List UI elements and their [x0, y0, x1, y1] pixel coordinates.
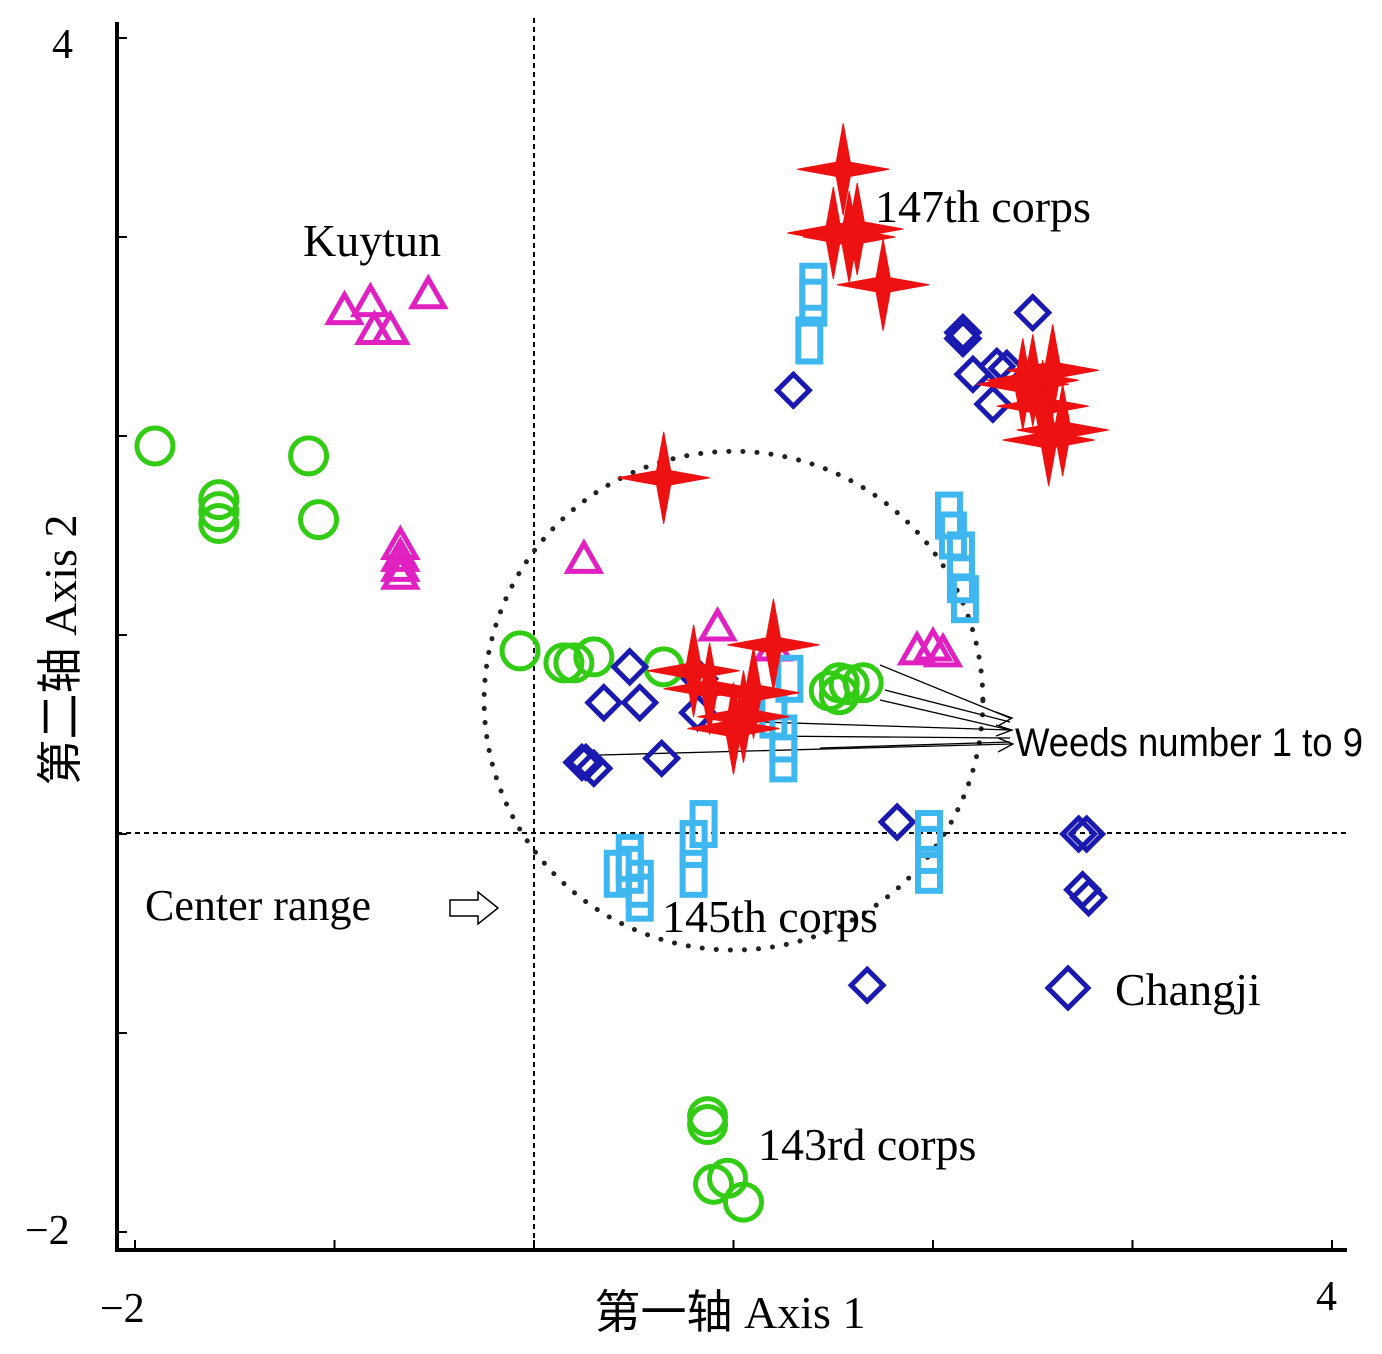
point-143rd-corps	[842, 662, 884, 704]
point-147th-corps	[697, 670, 790, 763]
point-kuytun	[563, 538, 605, 574]
y-tick-label-bottom: −2	[25, 1208, 70, 1254]
point-kuytun	[370, 309, 411, 346]
point-143rd-corps	[543, 642, 585, 684]
point-kuytun	[380, 554, 421, 590]
point-changji	[1013, 293, 1053, 333]
point-145th-corps	[915, 845, 944, 894]
point-145th-corps	[689, 800, 718, 849]
point-145th-corps	[799, 262, 828, 311]
point-143rd-corps	[298, 499, 340, 541]
point-147th-corps	[727, 598, 820, 691]
x-tick-label-left: −2	[100, 1286, 145, 1332]
point-changji	[566, 742, 606, 782]
point-143rd-corps	[198, 479, 240, 521]
point-kuytun	[380, 546, 421, 582]
point-changji	[1067, 814, 1107, 854]
point-143rd-corps	[134, 425, 176, 467]
point-changji	[610, 647, 650, 687]
point-145th-corps	[950, 575, 979, 624]
tick-marks	[117, 37, 1333, 1250]
label-changji: Changji	[1115, 964, 1261, 1015]
point-147th-corps	[837, 238, 930, 331]
point-changji	[973, 384, 1013, 424]
point-changji	[773, 370, 813, 410]
point-143rd-corps	[288, 435, 330, 477]
point-147th-corps	[797, 123, 890, 216]
point-changji	[847, 965, 887, 1005]
point-145th-corps	[769, 734, 798, 783]
y-tick-label-top: 4	[52, 22, 73, 68]
center-range-circle	[481, 448, 986, 953]
point-changji	[943, 318, 983, 359]
changji-legend-marker	[1044, 964, 1092, 1012]
point-changji	[584, 683, 624, 723]
point-143rd-corps	[573, 636, 615, 678]
point-145th-corps	[795, 316, 824, 365]
label-145th-corps: 145th corps	[662, 891, 878, 942]
point-changji	[620, 683, 660, 723]
point-147th-corps	[687, 682, 780, 775]
point-changji	[642, 738, 682, 778]
center-range-label: Center range	[145, 881, 371, 930]
point-kuytun	[380, 536, 421, 572]
point-143rd-corps	[818, 674, 860, 716]
point-143rd-corps	[722, 1181, 764, 1223]
y-axis-title: 第二轴 Axis 2	[35, 515, 86, 786]
label-147th-corps: 147th corps	[875, 181, 1091, 232]
point-changji	[1069, 878, 1109, 918]
x-axis-title: 第一轴 Axis 1	[595, 1287, 866, 1338]
point-changji	[943, 312, 983, 353]
point-147th-corps	[986, 334, 1079, 427]
point-143rd-corps	[828, 664, 870, 706]
x-tick-label-right: 4	[1316, 1274, 1337, 1320]
point-kuytun	[407, 273, 449, 310]
point-147th-corps	[1002, 393, 1095, 487]
point-143rd-corps	[687, 1104, 729, 1146]
weeds-arrows	[599, 664, 1015, 756]
point-changji	[1059, 814, 1099, 854]
center-range-arrow	[449, 890, 500, 926]
point-143rd-corps	[198, 503, 240, 545]
point-kuytun	[922, 631, 964, 668]
point-145th-corps	[615, 845, 644, 894]
point-147th-corps	[811, 182, 904, 276]
point-145th-corps	[799, 278, 828, 327]
point-kuytun	[697, 606, 738, 642]
point-145th-corps	[679, 849, 708, 898]
label-143rd-corps: 143rd corps	[758, 1119, 976, 1170]
point-143rd-corps	[198, 491, 240, 533]
data-markers	[134, 123, 1109, 1223]
point-145th-corps	[775, 654, 804, 703]
point-kuytun	[324, 289, 365, 326]
point-147th-corps	[663, 642, 756, 735]
weeds-label: Weeds number 1 to 9	[1015, 721, 1363, 765]
point-changji	[877, 802, 917, 842]
point-143rd-corps	[687, 1096, 729, 1138]
point-kuytun	[350, 281, 391, 318]
point-147th-corps	[617, 431, 710, 524]
point-143rd-corps	[553, 642, 595, 684]
label-kuytun: Kuytun	[303, 215, 441, 266]
point-143rd-corps	[499, 630, 541, 672]
